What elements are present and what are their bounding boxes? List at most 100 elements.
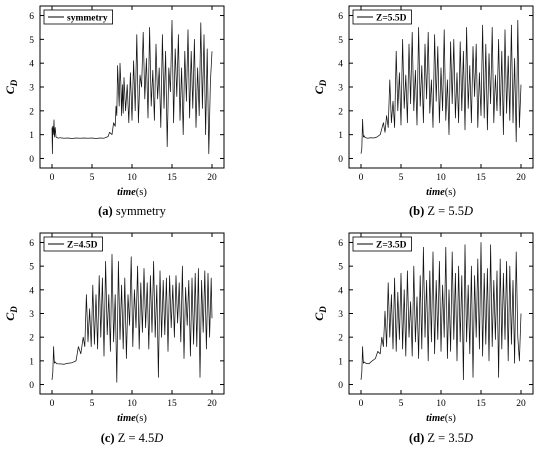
x-axis-label: time(s) (426, 413, 456, 424)
x-tick-label: 10 (127, 399, 137, 409)
y-tick-label: 6 (29, 12, 34, 22)
caption-letter: (b) (409, 204, 424, 218)
y-tick-label: 5 (29, 263, 34, 273)
x-label-var: time (117, 187, 136, 198)
legend-box (352, 236, 412, 252)
y-label-sub: D (318, 79, 328, 87)
y-tick-label: 1 (338, 131, 343, 141)
x-tick-label: 20 (516, 173, 526, 183)
x-tick-label: 15 (476, 173, 486, 183)
y-tick-label: 1 (29, 357, 34, 367)
y-tick-label: 5 (29, 36, 34, 46)
y-tick-label: 0 (338, 155, 343, 165)
caption-italic: D (463, 431, 473, 445)
y-tick-label: 4 (29, 60, 34, 70)
y-tick-label: 2 (338, 334, 343, 344)
series-line-a (51, 19, 213, 155)
x-label-unit: (s) (445, 187, 457, 198)
y-tick-label: 3 (29, 310, 34, 320)
y-axis-label: CD (3, 79, 19, 94)
y-label-main: C (3, 312, 17, 321)
x-tick-label: 15 (167, 173, 177, 183)
x-tick-label: 10 (127, 173, 137, 183)
legend-box (352, 9, 412, 25)
y-label-sub: D (318, 306, 328, 314)
y-label-main: C (312, 85, 326, 94)
series-line-b (360, 19, 522, 154)
caption-text: Z = 3.5 (424, 431, 464, 445)
y-tick-label: 0 (29, 381, 34, 391)
y-tick-label: 5 (338, 263, 343, 273)
y-tick-label: 5 (338, 36, 343, 46)
x-label-unit: (s) (136, 187, 148, 198)
x-tick-label: 5 (90, 173, 95, 183)
caption-letter: (c) (101, 431, 115, 445)
x-tick-label: 20 (516, 399, 526, 409)
panel-caption: (d) Z = 3.5D (409, 431, 473, 445)
x-tick-label: 20 (207, 173, 217, 183)
y-tick-label: 2 (29, 334, 34, 344)
y-label-sub: D (9, 79, 19, 87)
y-tick-label: 4 (29, 286, 34, 296)
y-tick-label: 4 (338, 60, 343, 70)
y-tick-label: 6 (338, 12, 343, 22)
panel-caption: (b) Z = 5.5D (409, 204, 473, 218)
panel-caption: (a) symmetry (98, 204, 166, 218)
legend-label: Z=5.5D (376, 14, 407, 24)
x-tick-label: 5 (90, 399, 95, 409)
x-label-var: time (117, 413, 136, 424)
caption-letter: (a) (98, 204, 113, 218)
y-label-main: C (3, 85, 17, 94)
y-tick-label: 6 (338, 239, 343, 249)
x-axis-label: time(s) (117, 413, 147, 424)
x-tick-label: 15 (476, 399, 486, 409)
y-tick-label: 0 (29, 155, 34, 165)
series-line-c (51, 253, 213, 383)
y-tick-label: 6 (29, 239, 34, 249)
panel-caption: (c) Z = 4.5D (101, 431, 164, 445)
x-label-var: time (426, 187, 445, 198)
y-tick-label: 3 (29, 84, 34, 94)
x-tick-label: 0 (50, 399, 55, 409)
y-tick-label: 2 (338, 107, 343, 117)
x-label-unit: (s) (445, 413, 457, 424)
x-tick-label: 20 (207, 399, 217, 409)
x-label-unit: (s) (136, 413, 148, 424)
y-label-sub: D (9, 306, 19, 314)
y-axis-label: CD (312, 306, 328, 321)
x-tick-label: 5 (399, 399, 404, 409)
plot-frame (348, 5, 534, 169)
plot-frame (39, 5, 225, 169)
y-tick-label: 0 (338, 381, 343, 391)
series-line-d (360, 242, 522, 381)
y-tick-label: 4 (338, 286, 343, 296)
y-tick-label: 3 (338, 310, 343, 320)
legend-label: symmetry (67, 14, 108, 24)
legend-label: Z=3.5D (376, 241, 407, 251)
x-tick-label: 5 (399, 173, 404, 183)
x-tick-label: 0 (359, 399, 364, 409)
x-axis-label: time(s) (426, 187, 456, 198)
legend-box (43, 236, 103, 252)
x-tick-label: 0 (359, 173, 364, 183)
x-axis-label: time(s) (117, 187, 147, 198)
y-tick-label: 1 (338, 357, 343, 367)
y-tick-label: 1 (29, 131, 34, 141)
x-tick-label: 10 (436, 173, 446, 183)
y-tick-label: 3 (338, 84, 343, 94)
legend-label: Z=4.5D (67, 241, 98, 251)
x-tick-label: 0 (50, 173, 55, 183)
x-tick-label: 15 (167, 399, 177, 409)
y-tick-label: 2 (29, 107, 34, 117)
legend-box (43, 9, 113, 25)
x-label-var: time (426, 413, 445, 424)
caption-text: symmetry (113, 204, 167, 218)
x-tick-label: 10 (436, 399, 446, 409)
caption-letter: (d) (409, 431, 424, 445)
y-axis-label: CD (312, 79, 328, 94)
